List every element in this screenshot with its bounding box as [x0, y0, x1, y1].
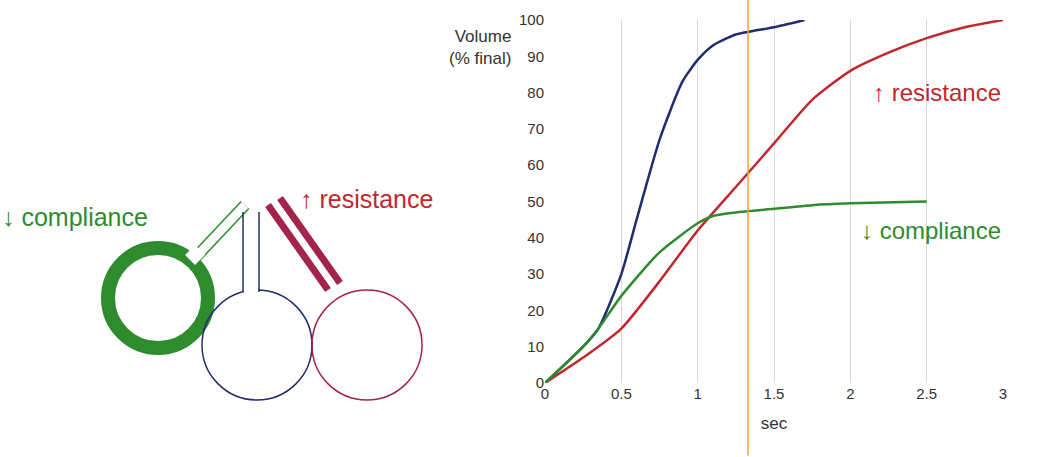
svg-text:↑ resistance: ↑ resistance [300, 185, 433, 213]
svg-text:2.5: 2.5 [916, 385, 937, 402]
svg-text:70: 70 [527, 120, 544, 137]
svg-text:3: 3 [999, 385, 1007, 402]
svg-text:40: 40 [527, 229, 544, 246]
svg-text:sec: sec [761, 414, 788, 433]
svg-text:↑ resistance: ↑ resistance [873, 79, 1001, 106]
svg-text:0.5: 0.5 [611, 385, 632, 402]
svg-text:80: 80 [527, 84, 544, 101]
svg-text:1.5: 1.5 [764, 385, 785, 402]
svg-text:↓ compliance: ↓ compliance [861, 217, 1001, 244]
svg-text:10: 10 [527, 338, 544, 355]
svg-text:0: 0 [541, 385, 549, 402]
svg-text:30: 30 [527, 265, 544, 282]
svg-text:Volume(% final): Volume(% final) [449, 27, 511, 68]
svg-text:↓ compliance: ↓ compliance [2, 203, 148, 231]
svg-text:90: 90 [527, 48, 544, 65]
svg-text:20: 20 [527, 302, 544, 319]
svg-text:50: 50 [527, 193, 544, 210]
svg-text:0: 0 [536, 374, 544, 391]
svg-text:100: 100 [519, 11, 544, 28]
svg-text:1: 1 [693, 385, 701, 402]
svg-text:2: 2 [846, 385, 854, 402]
svg-text:60: 60 [527, 156, 544, 173]
